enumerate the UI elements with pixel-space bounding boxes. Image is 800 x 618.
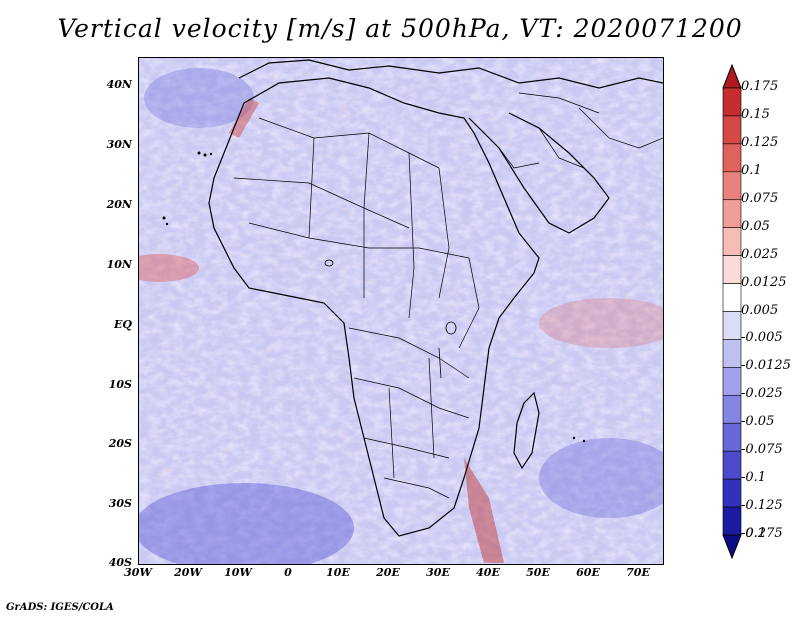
colorbar-label: 0.025 <box>741 246 779 262</box>
colorbar-cell <box>722 199 742 228</box>
colorbar-label: -0.2 <box>741 526 767 541</box>
colorbar-cell <box>722 311 742 340</box>
field-texture-red <box>139 58 663 564</box>
colorbar-cell <box>722 422 742 452</box>
colorbar-label: -0.175 <box>741 526 783 541</box>
lon-label-10e: 10E <box>326 566 350 579</box>
lakes <box>324 259 457 379</box>
coastline-arabia <box>468 112 610 234</box>
lat-label-40n: 40N <box>106 78 132 91</box>
colorbar-cell <box>722 450 742 480</box>
lat-label-20n: 20N <box>106 198 132 211</box>
colorbar-label: -0.075 <box>741 442 783 458</box>
country-borders <box>233 92 663 499</box>
colorbar-cell <box>722 395 742 424</box>
colorbar-cell <box>722 339 742 368</box>
coastline-africa <box>208 77 540 537</box>
colorbar-cell <box>722 283 742 312</box>
vertical-velocity-map <box>139 58 663 564</box>
colorbar-top-triangle <box>722 64 742 89</box>
colorbar-label: 0.15 <box>741 106 770 122</box>
lon-label-40e: 40E <box>476 566 500 579</box>
colorbar-cell <box>722 255 742 284</box>
colorbar-cell <box>722 143 742 173</box>
colorbar-cell <box>722 227 742 256</box>
colorbar-label: -0.05 <box>741 414 775 430</box>
lon-label-20w: 20W <box>174 566 202 579</box>
colorbar-label: 0.1 <box>741 162 762 178</box>
lon-label-70e: 70E <box>626 566 650 579</box>
lat-label-10n: 10N <box>106 258 132 271</box>
colorbar-label: -0.1 <box>741 470 767 486</box>
colorbar-label: -0.025 <box>741 386 783 402</box>
lat-label-30s: 30S <box>108 497 132 510</box>
map-title: Vertical velocity [m/s] at 500hPa, VT: 2… <box>57 14 743 43</box>
lat-label-30n: 30N <box>106 138 132 151</box>
lon-label-10w: 10W <box>224 566 252 579</box>
colorbar-bottom-triangle <box>722 534 742 559</box>
coastline-europe <box>238 59 663 89</box>
field-band-mozambique <box>464 458 504 563</box>
lon-label-50e: 50E <box>526 566 550 579</box>
colorbar-label: 0.175 <box>741 79 779 94</box>
field-blob-se <box>539 438 663 518</box>
colorbar-cell <box>722 87 742 117</box>
lon-label-60e: 60E <box>576 566 600 579</box>
colorbar-label: 0.05 <box>741 218 770 234</box>
field-blob-nw <box>144 68 254 128</box>
colorbar-cell <box>722 506 742 536</box>
colorbar-label: 0.005 <box>741 302 779 318</box>
lon-label-30w: 30W <box>124 566 152 579</box>
credit-text: GrADS: IGES/COLA <box>6 602 114 613</box>
lon-label-30e: 30E <box>426 566 450 579</box>
colorbar-cell <box>722 478 742 508</box>
colorbar-label: -0.005 <box>741 330 783 346</box>
lat-label-eq: EQ <box>114 318 132 331</box>
lon-label-20e: 20E <box>376 566 400 579</box>
colorbar <box>722 64 742 559</box>
lat-label-20s: 20S <box>108 437 132 450</box>
colorbar-label: -0.125 <box>741 498 783 514</box>
lat-label-40s: 40S <box>108 556 132 569</box>
colorbar-cell <box>722 367 742 396</box>
field-blob-indian-ocean <box>539 298 663 348</box>
colorbar-label: 0.0125 <box>741 274 787 290</box>
coastline-madagascar <box>513 391 540 470</box>
colorbar-cell <box>722 171 742 201</box>
map-panel <box>138 57 664 565</box>
colorbar-label: 0.125 <box>741 134 779 150</box>
field-blob-itcz <box>139 254 199 282</box>
lon-label-0: 0 <box>284 566 292 579</box>
lat-label-10s: 10S <box>108 378 132 391</box>
colorbar-label: 0.075 <box>741 190 779 206</box>
islands <box>162 151 586 443</box>
field-band-morocco <box>229 98 259 138</box>
colorbar-cell <box>722 115 742 145</box>
colorbar-label: -0.0125 <box>741 358 791 374</box>
field-blob-sw <box>139 483 354 564</box>
